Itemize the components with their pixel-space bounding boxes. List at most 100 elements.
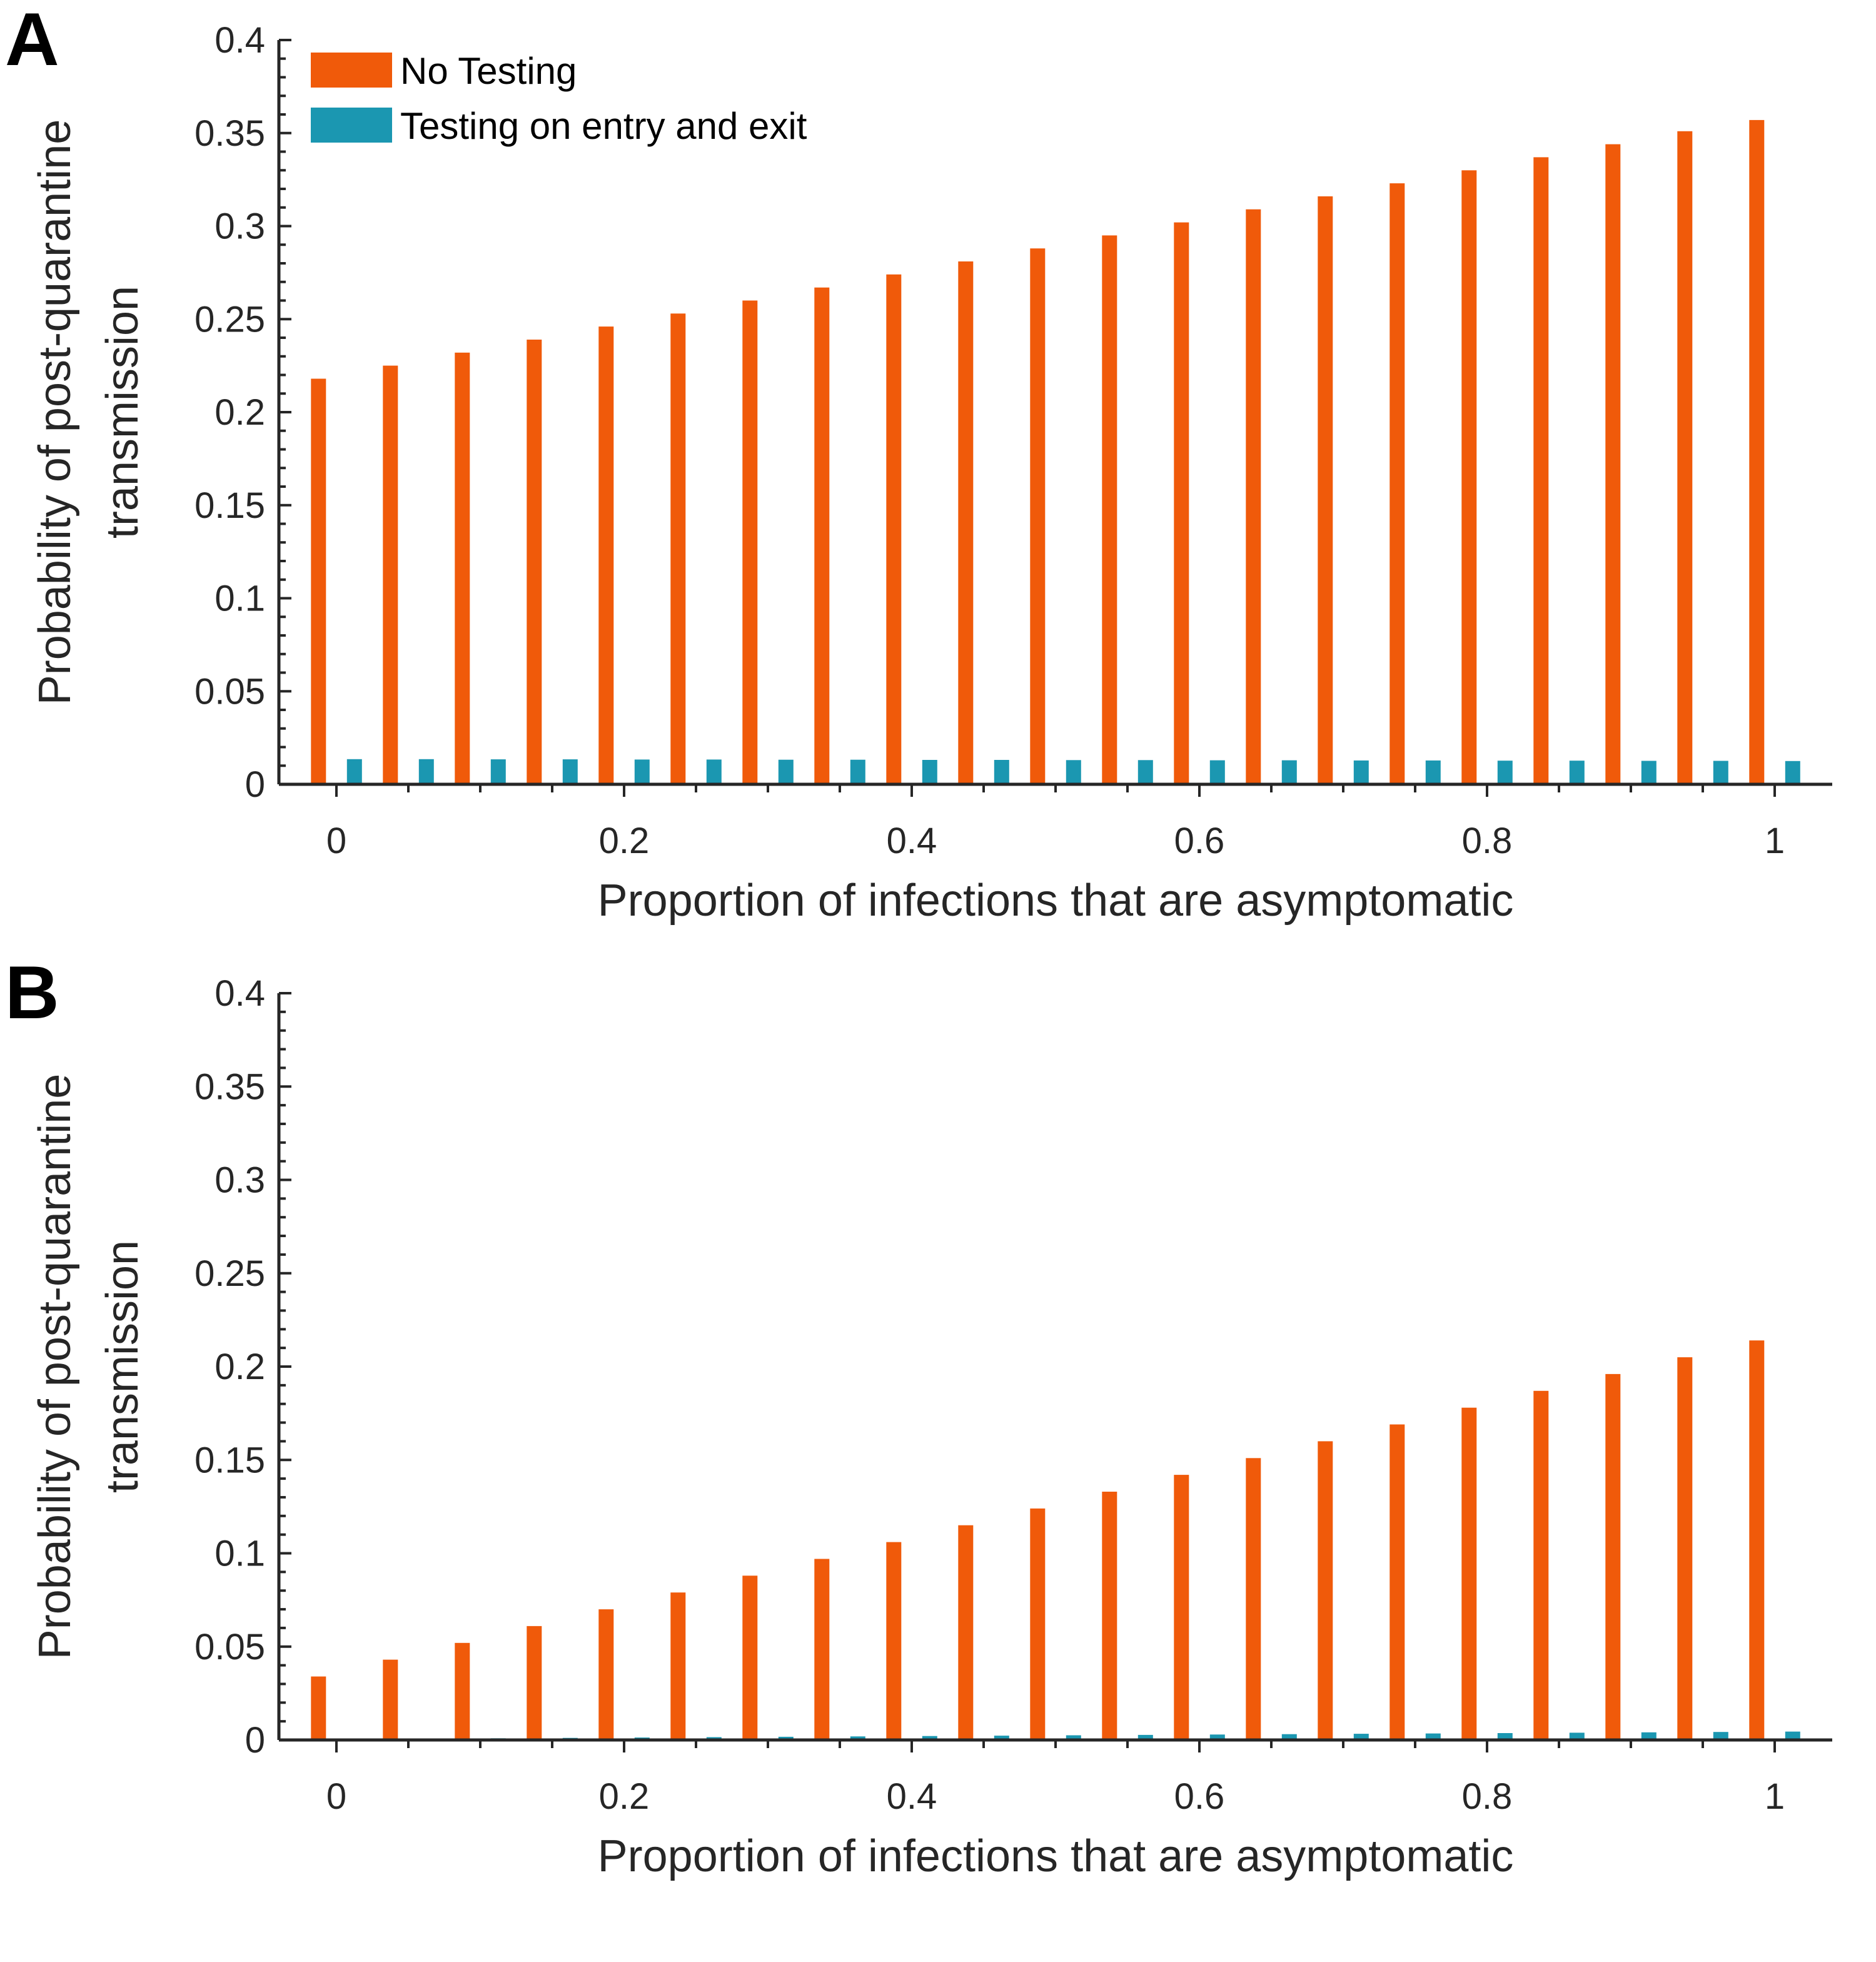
panel-b: 0 0.05 0.1 0.15 0.2 0.25 0.3 0.35 0.4 0 0.2 0.4 0.6 0…	[5, 951, 1832, 1881]
bar-testing-entry-exit	[706, 759, 722, 784]
legend-label: Testing on entry and exit	[400, 105, 807, 147]
y-tick-label: 0	[245, 1720, 265, 1761]
bar-no-testing	[311, 378, 326, 784]
bar-testing-entry-exit	[1137, 1734, 1153, 1740]
bar-no-testing	[814, 287, 830, 784]
x-tick-label: 0.4	[887, 821, 937, 861]
bar-no-testing	[311, 1676, 326, 1740]
legend-swatch-testing	[311, 108, 392, 143]
x-tick-label: 0.6	[1174, 1776, 1225, 1817]
bar-testing-entry-exit	[1066, 1735, 1081, 1740]
bar-no-testing	[1102, 1492, 1117, 1740]
x-tick-label: 0.2	[599, 821, 650, 861]
x-tick-label: 0.6	[1174, 821, 1225, 861]
bar-no-testing	[886, 274, 902, 784]
bar-no-testing	[742, 1575, 758, 1740]
bar-testing-entry-exit	[634, 759, 650, 784]
bar-no-testing	[1246, 209, 1261, 784]
bar-no-testing	[598, 1609, 614, 1740]
x-tick-label: 0.8	[1462, 1776, 1513, 1817]
bar-no-testing	[1318, 1441, 1333, 1740]
x-axis-title: Proportion of infections that are asympt…	[598, 1831, 1514, 1881]
x-tick-label: 0.8	[1462, 821, 1513, 861]
x-axis-title: Proportion of infections that are asympt…	[598, 876, 1514, 926]
y-axis-title: Probability of post-quarantine	[30, 119, 80, 705]
panel-letter: B	[5, 951, 59, 1034]
bar-testing-entry-exit	[490, 759, 506, 784]
y-axis-title: Probability of post-quarantine	[30, 1074, 80, 1660]
bar-no-testing	[1605, 144, 1621, 785]
bar-no-testing	[1749, 1340, 1765, 1740]
y-tick-label: 0	[245, 764, 265, 805]
bar-testing-entry-exit	[1137, 760, 1153, 784]
bar-testing-entry-exit	[562, 759, 578, 784]
x-tick-label: 1	[1765, 1776, 1785, 1817]
bar-testing-entry-exit	[1497, 761, 1513, 784]
bar-no-testing	[527, 340, 542, 784]
x-tick-label: 0.2	[599, 1776, 650, 1817]
bar-no-testing	[383, 365, 398, 784]
bar-testing-entry-exit	[1785, 1731, 1800, 1740]
bar-testing-entry-exit	[1353, 1734, 1369, 1740]
bar-testing-entry-exit	[1641, 761, 1657, 784]
panel-a: 0 0.05 0.1 0.15 0.2 0.25 0.3 0.35 0.4 0 0.2 0.4 0.6 0…	[5, 0, 1832, 926]
bar-testing-entry-exit	[850, 1736, 865, 1740]
y-tick-label: 0.4	[214, 20, 265, 61]
bar-no-testing	[670, 313, 686, 784]
legend-swatch-no-testing	[311, 53, 392, 88]
bar-testing-entry-exit	[1497, 1733, 1513, 1740]
bar-no-testing	[1389, 183, 1405, 785]
bar-testing-entry-exit	[346, 759, 362, 784]
bar-no-testing	[527, 1626, 542, 1740]
bar-testing-entry-exit	[1425, 760, 1441, 784]
bar-testing-entry-exit	[778, 1736, 794, 1740]
bar-testing-entry-exit	[1209, 760, 1225, 784]
bar-no-testing	[1102, 235, 1117, 784]
y-tick-label: 0.1	[214, 1534, 265, 1574]
bar-no-testing	[455, 1642, 470, 1740]
bar-no-testing	[383, 1659, 398, 1740]
y-tick-label: 0.05	[194, 671, 265, 712]
bar-no-testing	[814, 1559, 830, 1740]
bar-testing-entry-exit	[1425, 1733, 1441, 1740]
bar-no-testing	[1533, 1390, 1549, 1740]
legend: No Testing Testing on entry and exit	[311, 50, 807, 147]
panel-letter: A	[5, 0, 59, 81]
bar-no-testing	[1174, 1475, 1189, 1740]
x-tick-label: 0	[326, 1776, 346, 1817]
bar-no-testing	[1749, 119, 1765, 784]
y-tick-label: 0.2	[214, 1347, 265, 1387]
bar-no-testing	[1389, 1424, 1405, 1740]
bar-testing-entry-exit	[1066, 760, 1081, 784]
bar-testing-entry-exit	[922, 1736, 937, 1740]
bar-no-testing	[1605, 1373, 1621, 1740]
bar-no-testing	[742, 300, 758, 784]
bar-testing-entry-exit	[1569, 1732, 1585, 1740]
bar-no-testing	[1461, 170, 1477, 785]
bar-no-testing	[958, 1525, 974, 1740]
x-tick-label: 0.4	[887, 1776, 937, 1817]
bar-testing-entry-exit	[1713, 761, 1728, 784]
x-tick-label: 0	[326, 821, 346, 861]
bar-no-testing	[1030, 248, 1046, 784]
bar-no-testing	[1030, 1508, 1046, 1740]
bar-testing-entry-exit	[922, 760, 937, 784]
y-axis-title-line2: transmission	[98, 1240, 148, 1493]
bar-no-testing	[1677, 1357, 1693, 1740]
y-tick-label: 0.2	[214, 392, 265, 433]
y-tick-label: 0.05	[194, 1627, 265, 1667]
y-tick-label: 0.3	[214, 206, 265, 247]
bar-testing-entry-exit	[1785, 761, 1800, 784]
bar-no-testing	[670, 1592, 686, 1740]
y-tick-label: 0.35	[194, 113, 265, 154]
bar-testing-entry-exit	[1713, 1732, 1728, 1740]
bar-no-testing	[1677, 131, 1693, 784]
y-tick-label: 0.3	[214, 1160, 265, 1201]
bar-no-testing	[1461, 1407, 1477, 1740]
bar-no-testing	[1246, 1458, 1261, 1740]
bar-testing-entry-exit	[1281, 1734, 1297, 1740]
bar-testing-entry-exit	[850, 759, 865, 784]
bar-no-testing	[598, 326, 614, 784]
bar-no-testing	[886, 1542, 902, 1740]
